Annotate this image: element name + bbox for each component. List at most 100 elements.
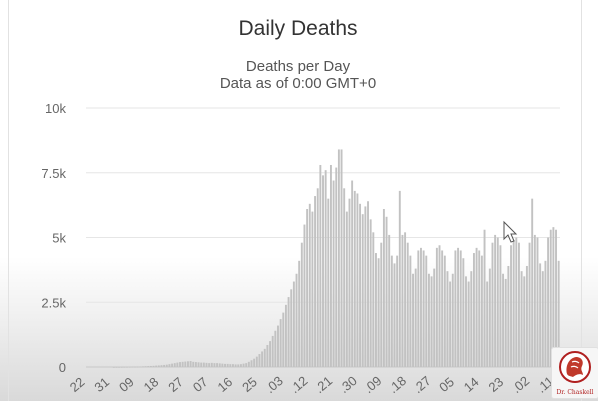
- bar: [385, 216, 388, 367]
- bar: [229, 364, 232, 367]
- bar: [242, 363, 245, 367]
- bar: [126, 366, 128, 368]
- bar: [176, 362, 179, 367]
- bar: [216, 363, 219, 367]
- bar: [139, 366, 142, 368]
- bar: [250, 360, 253, 367]
- bar: [118, 366, 121, 368]
- bar: [184, 361, 187, 367]
- bar: [515, 237, 518, 367]
- x-tick-label: .12: [287, 373, 310, 396]
- bar: [417, 250, 420, 367]
- bar: [226, 363, 229, 367]
- bar-series: [112, 149, 560, 368]
- bar: [163, 364, 166, 367]
- bar: [462, 258, 465, 367]
- bar: [441, 250, 444, 367]
- bar: [555, 229, 557, 367]
- x-tick-label: .21: [312, 373, 335, 396]
- bar: [197, 362, 200, 367]
- bar: [375, 253, 377, 367]
- bar: [329, 164, 332, 367]
- x-tick-label: 25: [239, 374, 260, 395]
- bar: [380, 242, 383, 367]
- bar: [292, 281, 295, 367]
- bar: [377, 258, 380, 367]
- bar: [314, 196, 317, 367]
- bar: [324, 170, 327, 367]
- bar: [412, 273, 414, 367]
- bar: [271, 335, 274, 367]
- bar: [218, 363, 221, 367]
- bar: [205, 362, 208, 367]
- bar: [131, 366, 134, 368]
- logo-caption: Dr. Chaskell: [556, 389, 594, 396]
- bar: [295, 273, 298, 367]
- x-tick-label: 16: [215, 374, 236, 395]
- bar: [123, 366, 126, 368]
- bar: [144, 366, 147, 368]
- bar: [539, 263, 542, 367]
- bar: [510, 245, 512, 367]
- bar: [414, 268, 417, 367]
- x-tick-label: 27: [165, 374, 186, 395]
- bar: [308, 203, 311, 367]
- bar: [382, 209, 385, 367]
- bar: [134, 366, 136, 368]
- bar: [502, 273, 505, 367]
- bar: [467, 281, 470, 367]
- bar: [549, 229, 552, 367]
- bar: [224, 363, 226, 367]
- bar: [115, 366, 118, 368]
- bar: [173, 363, 176, 367]
- bar: [451, 273, 454, 367]
- bar: [359, 203, 362, 367]
- bar: [512, 240, 515, 367]
- bar: [168, 364, 171, 367]
- bar: [165, 364, 168, 367]
- bar: [552, 227, 555, 367]
- bar: [269, 341, 271, 367]
- bar: [409, 255, 412, 367]
- bar: [433, 268, 436, 367]
- bar: [472, 253, 475, 367]
- bar: [255, 356, 258, 367]
- bar: [171, 363, 174, 367]
- bar: [488, 268, 491, 367]
- bar: [245, 363, 248, 367]
- bar: [149, 365, 152, 367]
- bar: [247, 361, 250, 367]
- bar: [157, 365, 160, 367]
- x-tick-label: .02: [509, 373, 532, 396]
- bar: [287, 297, 290, 367]
- x-tick-label: 23: [485, 374, 506, 395]
- bar: [303, 224, 306, 367]
- bar: [422, 250, 425, 367]
- bar: [528, 242, 531, 367]
- bar: [446, 271, 449, 367]
- bar: [348, 198, 351, 367]
- x-tick-label: .09: [361, 373, 384, 396]
- bar: [388, 234, 391, 367]
- x-tick-label: .30: [336, 373, 359, 396]
- bar: [263, 348, 266, 367]
- y-tick-label: 5k: [52, 231, 66, 246]
- bar: [277, 325, 279, 367]
- bar: [282, 312, 285, 367]
- bar: [435, 247, 438, 367]
- bar: [449, 281, 452, 367]
- bar: [290, 289, 293, 367]
- bar: [192, 361, 195, 367]
- x-tick-label: 09: [116, 374, 137, 395]
- bar: [200, 362, 203, 367]
- bar: [181, 361, 184, 367]
- bar: [518, 242, 520, 367]
- bar: [465, 276, 467, 367]
- mouse-cursor-icon: [503, 220, 518, 243]
- bar: [406, 242, 409, 367]
- logo-emblem-icon: [559, 351, 591, 383]
- bar: [234, 364, 237, 367]
- bar: [364, 206, 367, 367]
- bar: [523, 276, 526, 367]
- chart-subtitle-line1: Deaths per Day: [246, 58, 351, 75]
